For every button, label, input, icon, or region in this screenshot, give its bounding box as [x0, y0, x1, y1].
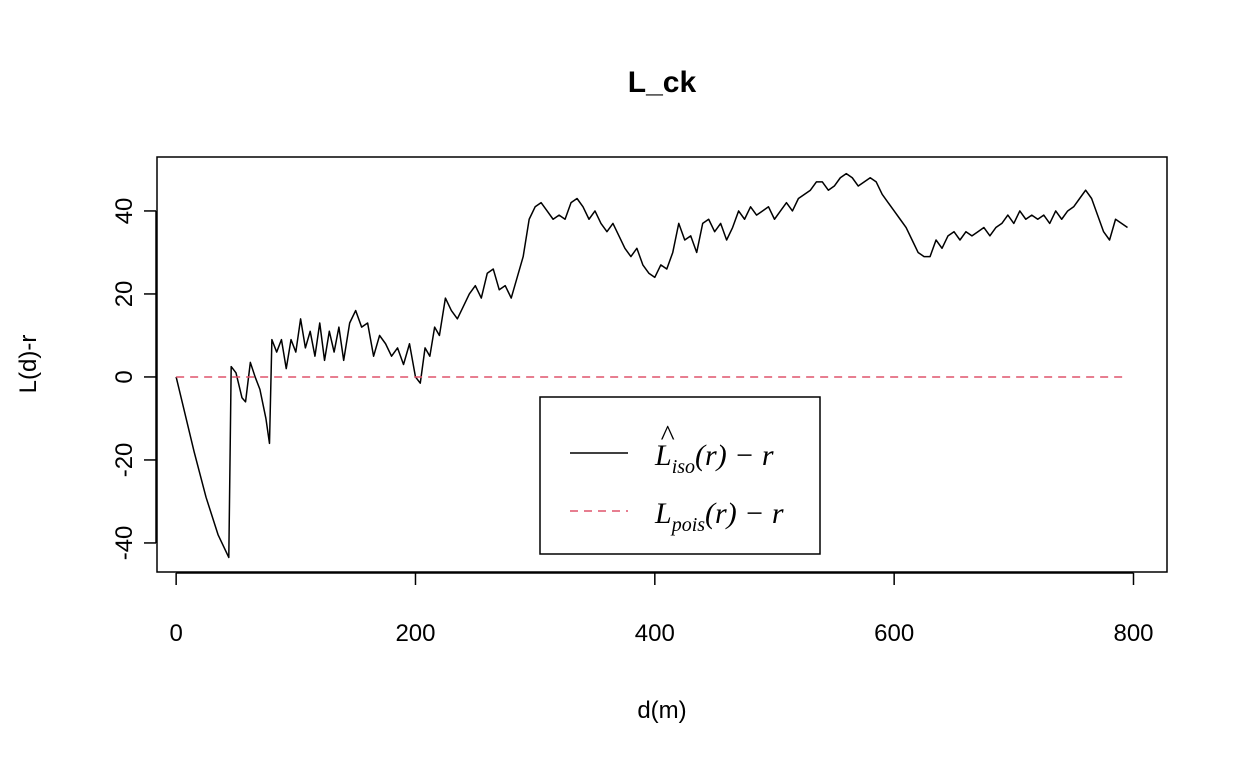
- series-layer: [175, 172, 1128, 559]
- x-axis-label: d(m): [637, 697, 686, 724]
- plot-frame: [156, 156, 1168, 573]
- legend-label-main: L: [654, 439, 672, 472]
- y-tick-label: -40: [111, 526, 138, 561]
- legend-label-rest: (r) − r: [705, 497, 784, 530]
- x-axis: 0 200 400 600 800: [169, 572, 1154, 647]
- legend-label-rest: (r) − r: [695, 439, 774, 472]
- x-tick-label: 600: [874, 620, 914, 647]
- series-line-iso: [175, 172, 1128, 559]
- y-axis-label: L(d)-r: [15, 335, 42, 394]
- y-tick-label: -20: [111, 443, 138, 478]
- legend-box: [539, 396, 821, 555]
- legend-label-iso: Liso(r) − r: [654, 439, 774, 478]
- legend-label-main: L: [654, 497, 672, 530]
- chart-title: L_ck: [628, 66, 697, 99]
- legend-label-pois: Lpois(r) − r: [654, 497, 784, 536]
- x-tick-label: 800: [1113, 620, 1153, 647]
- legend: Liso(r) − r^Lpois(r) − r: [539, 396, 821, 555]
- legend-hat-icon: ^: [660, 419, 675, 452]
- y-tick-label: 40: [111, 198, 138, 225]
- y-axis: -40 -20 0 20 40: [111, 198, 157, 561]
- legend-label-sub: pois: [670, 514, 706, 536]
- x-tick-label: 200: [395, 620, 435, 647]
- x-tick-label: 0: [169, 620, 182, 647]
- legend-label-sub: iso: [672, 456, 695, 478]
- y-tick-label: 20: [111, 281, 138, 308]
- y-tick-label: 0: [111, 370, 138, 383]
- x-tick-label: 400: [635, 620, 675, 647]
